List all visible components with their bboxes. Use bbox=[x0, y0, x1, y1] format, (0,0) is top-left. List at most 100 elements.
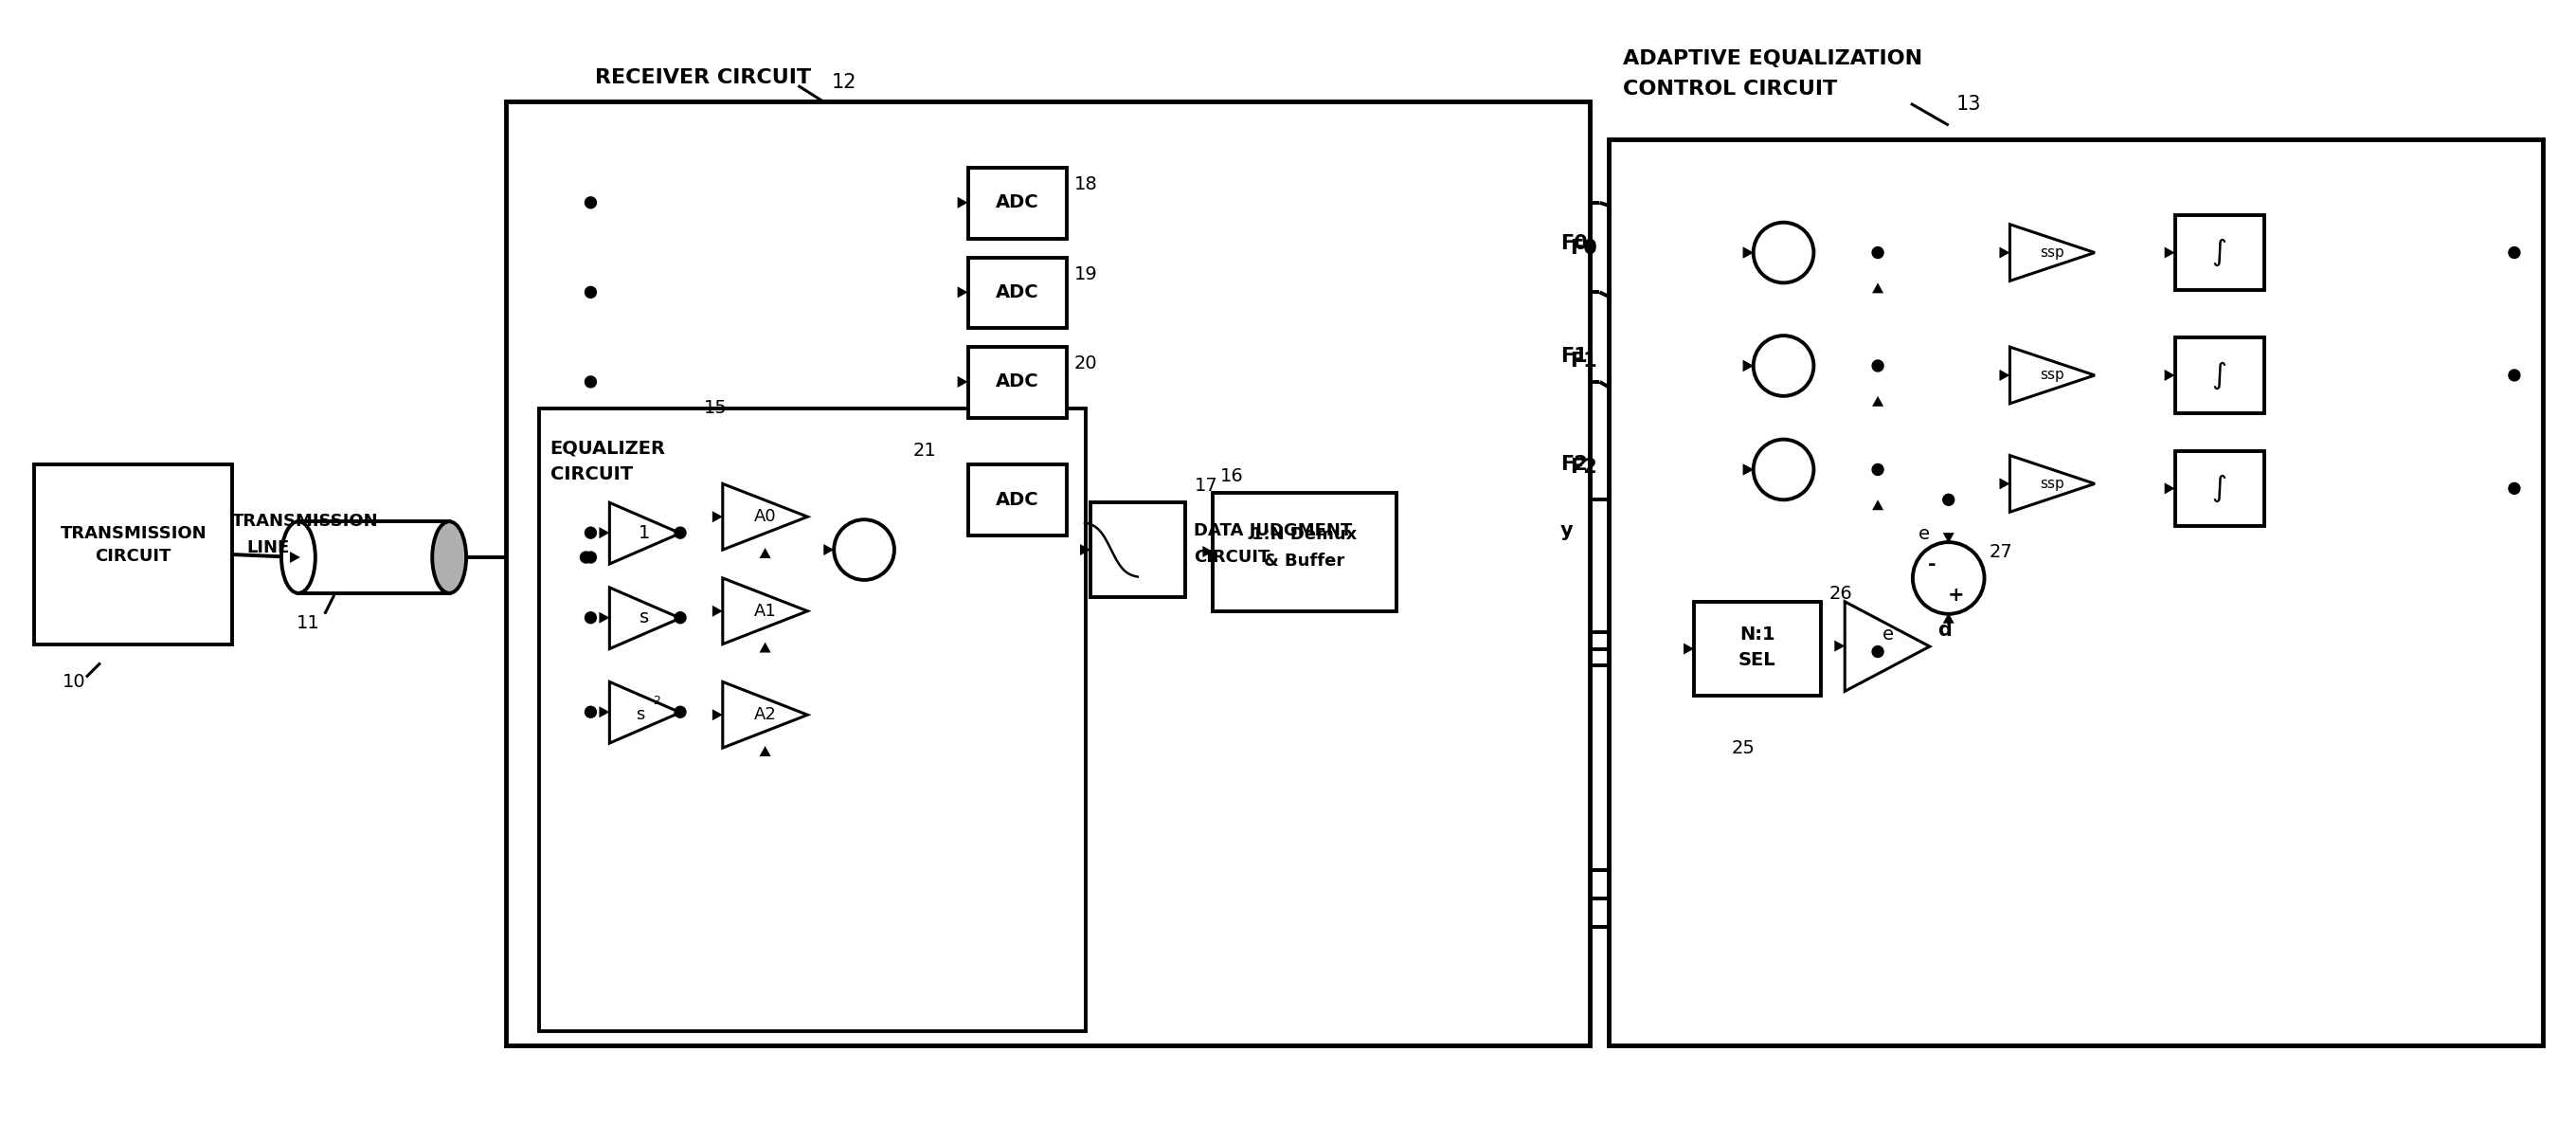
Circle shape bbox=[1754, 223, 1814, 282]
Polygon shape bbox=[714, 511, 724, 522]
Text: 15: 15 bbox=[703, 399, 726, 417]
Text: A2: A2 bbox=[755, 706, 775, 723]
Text: 1:N Demux: 1:N Demux bbox=[1252, 527, 1358, 543]
Text: F1: F1 bbox=[1561, 346, 1587, 366]
Circle shape bbox=[585, 706, 595, 718]
Text: LINE: LINE bbox=[247, 539, 289, 557]
Polygon shape bbox=[2009, 224, 2094, 281]
Text: 21: 21 bbox=[912, 442, 938, 460]
Text: ADC: ADC bbox=[994, 193, 1038, 212]
Circle shape bbox=[1914, 542, 1984, 614]
Polygon shape bbox=[600, 612, 611, 623]
Text: 20: 20 bbox=[1074, 354, 1097, 372]
Polygon shape bbox=[724, 682, 806, 748]
Bar bbox=[1610, 140, 2543, 1045]
Text: SEL: SEL bbox=[1739, 651, 1775, 669]
Text: A1: A1 bbox=[755, 603, 775, 620]
Circle shape bbox=[2509, 483, 2519, 494]
Circle shape bbox=[1754, 440, 1814, 500]
Text: s: s bbox=[639, 609, 649, 627]
Bar bbox=[2174, 215, 2264, 290]
Circle shape bbox=[675, 612, 685, 623]
Polygon shape bbox=[760, 746, 770, 756]
Polygon shape bbox=[611, 682, 680, 744]
Text: ADC: ADC bbox=[994, 284, 1038, 302]
Circle shape bbox=[580, 551, 592, 562]
Bar bbox=[505, 101, 1589, 1045]
Text: CONTROL CIRCUIT: CONTROL CIRCUIT bbox=[1623, 80, 1837, 99]
Text: ssp: ssp bbox=[2040, 245, 2063, 260]
Circle shape bbox=[675, 528, 685, 539]
Text: 12: 12 bbox=[832, 73, 855, 92]
Polygon shape bbox=[2164, 246, 2174, 259]
Text: F0: F0 bbox=[1571, 238, 1597, 258]
Circle shape bbox=[1754, 335, 1814, 396]
Circle shape bbox=[2509, 247, 2519, 259]
Text: TRANSMISSION: TRANSMISSION bbox=[232, 513, 379, 530]
Polygon shape bbox=[1685, 643, 1695, 655]
Polygon shape bbox=[600, 528, 611, 539]
Polygon shape bbox=[2164, 369, 2174, 381]
Polygon shape bbox=[824, 544, 835, 556]
Polygon shape bbox=[1744, 464, 1754, 475]
Polygon shape bbox=[611, 587, 680, 649]
Polygon shape bbox=[2164, 483, 2174, 494]
Ellipse shape bbox=[433, 522, 466, 593]
Text: y: y bbox=[1561, 521, 1574, 540]
Bar bbox=[299, 522, 448, 593]
Text: 26: 26 bbox=[1829, 585, 1852, 603]
Polygon shape bbox=[1203, 546, 1213, 557]
Polygon shape bbox=[1999, 478, 2009, 489]
Polygon shape bbox=[291, 551, 301, 562]
Circle shape bbox=[675, 706, 685, 718]
Polygon shape bbox=[724, 578, 806, 645]
Text: N:1: N:1 bbox=[1739, 626, 1775, 643]
Text: s: s bbox=[636, 706, 644, 723]
Circle shape bbox=[585, 376, 595, 387]
Text: e: e bbox=[1883, 626, 1893, 643]
Polygon shape bbox=[1873, 500, 1883, 510]
Circle shape bbox=[1873, 247, 1883, 259]
Polygon shape bbox=[1844, 602, 1929, 691]
Polygon shape bbox=[958, 376, 969, 387]
Text: EQUALIZER: EQUALIZER bbox=[551, 439, 665, 457]
Text: 17: 17 bbox=[1195, 477, 1218, 495]
Text: DATA JUDGMENT: DATA JUDGMENT bbox=[1195, 522, 1352, 539]
Bar bbox=[969, 465, 1066, 535]
Text: -: - bbox=[1927, 556, 1935, 575]
Bar bbox=[33, 465, 232, 645]
Circle shape bbox=[1873, 646, 1883, 657]
Text: 18: 18 bbox=[1074, 176, 1097, 193]
Ellipse shape bbox=[281, 522, 314, 593]
Text: & Buffer: & Buffer bbox=[1265, 552, 1345, 569]
Polygon shape bbox=[1999, 369, 2009, 381]
Circle shape bbox=[1942, 494, 1955, 505]
Text: 27: 27 bbox=[1989, 542, 2012, 560]
Polygon shape bbox=[1942, 613, 1955, 623]
Text: CIRCUIT: CIRCUIT bbox=[95, 548, 173, 565]
Polygon shape bbox=[1873, 396, 1883, 406]
Bar bbox=[969, 346, 1066, 417]
Circle shape bbox=[1873, 360, 1883, 371]
Text: F2: F2 bbox=[1561, 456, 1587, 475]
Text: A0: A0 bbox=[755, 508, 775, 525]
Text: 1: 1 bbox=[639, 524, 649, 542]
Bar bbox=[1090, 503, 1185, 597]
Text: ssp: ssp bbox=[2040, 477, 2063, 490]
Text: 10: 10 bbox=[62, 673, 85, 691]
Bar bbox=[2174, 337, 2264, 413]
Text: 11: 11 bbox=[296, 614, 319, 632]
Text: ssp: ssp bbox=[2040, 368, 2063, 383]
Polygon shape bbox=[760, 548, 770, 558]
Text: F1: F1 bbox=[1571, 352, 1597, 370]
Text: d: d bbox=[1937, 621, 1953, 639]
Text: F2: F2 bbox=[1571, 458, 1597, 477]
Polygon shape bbox=[2009, 456, 2094, 512]
Polygon shape bbox=[1744, 360, 1754, 371]
Circle shape bbox=[585, 197, 595, 208]
Circle shape bbox=[585, 551, 595, 562]
Text: 16: 16 bbox=[1221, 467, 1244, 485]
Text: ADC: ADC bbox=[994, 490, 1038, 509]
Text: 19: 19 bbox=[1074, 266, 1097, 284]
Polygon shape bbox=[600, 706, 611, 718]
